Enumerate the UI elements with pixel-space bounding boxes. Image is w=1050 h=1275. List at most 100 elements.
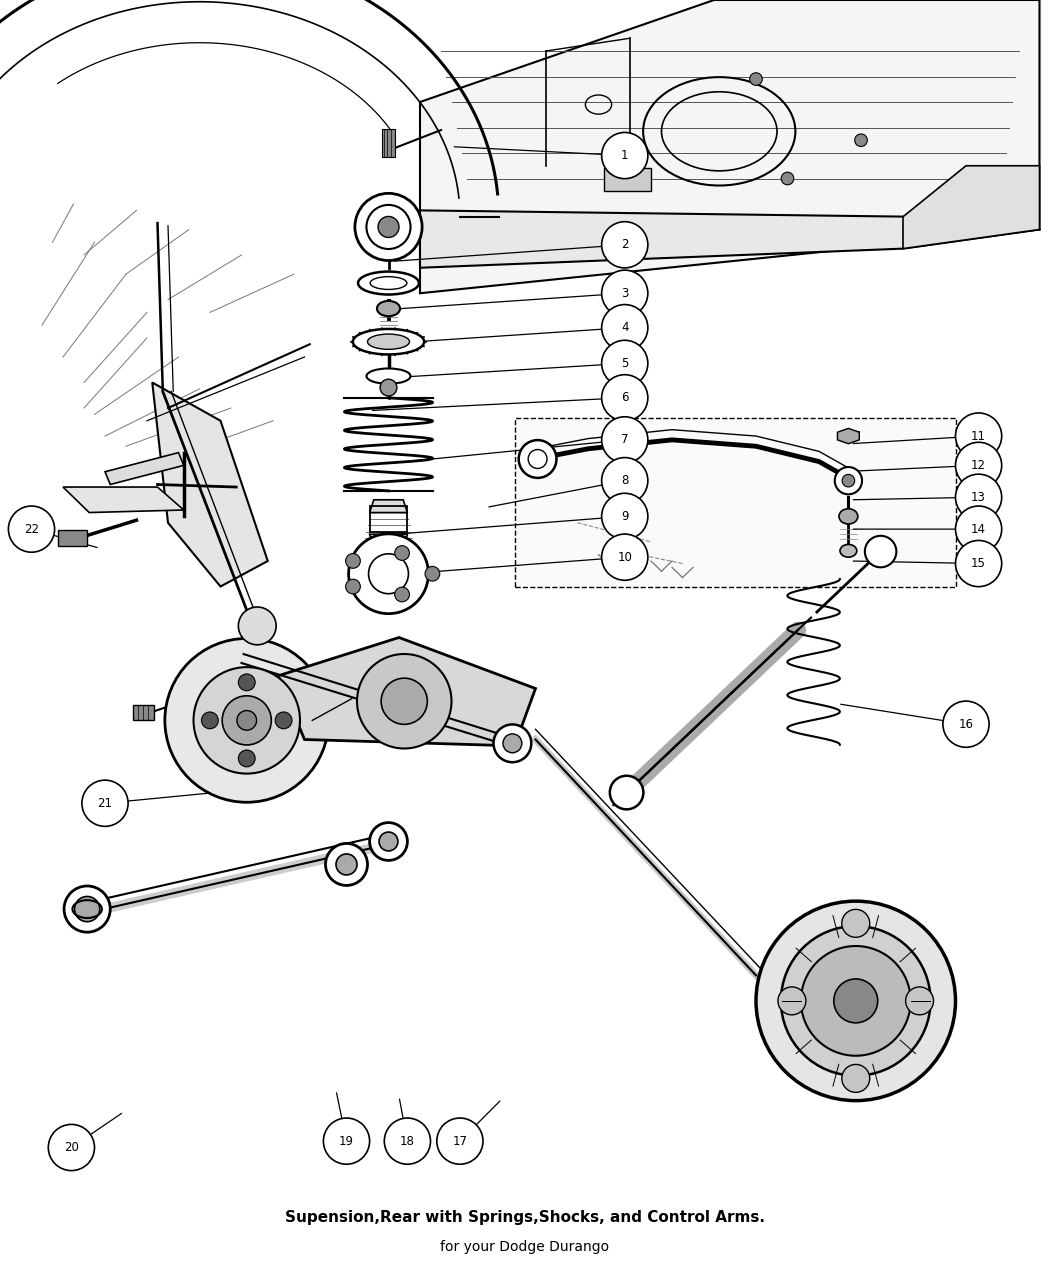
Circle shape bbox=[956, 413, 1002, 459]
Circle shape bbox=[494, 724, 531, 762]
Circle shape bbox=[602, 222, 648, 268]
Circle shape bbox=[956, 474, 1002, 520]
Bar bbox=[58, 530, 87, 546]
Circle shape bbox=[82, 780, 128, 826]
Circle shape bbox=[610, 775, 644, 810]
Circle shape bbox=[602, 305, 648, 351]
Text: 19: 19 bbox=[339, 1135, 354, 1148]
Bar bbox=[370, 506, 407, 532]
Text: 20: 20 bbox=[64, 1141, 79, 1154]
Circle shape bbox=[384, 1118, 430, 1164]
Text: 17: 17 bbox=[453, 1135, 467, 1148]
Text: 12: 12 bbox=[971, 459, 986, 472]
Circle shape bbox=[238, 607, 276, 645]
Ellipse shape bbox=[366, 368, 411, 384]
Circle shape bbox=[381, 678, 427, 724]
Circle shape bbox=[519, 440, 557, 478]
Circle shape bbox=[223, 696, 271, 745]
Ellipse shape bbox=[358, 272, 419, 295]
Ellipse shape bbox=[377, 301, 400, 316]
Circle shape bbox=[956, 541, 1002, 587]
Circle shape bbox=[357, 654, 452, 748]
Text: 10: 10 bbox=[617, 551, 632, 564]
Circle shape bbox=[602, 375, 648, 421]
Polygon shape bbox=[278, 638, 536, 746]
Circle shape bbox=[326, 844, 368, 885]
Circle shape bbox=[437, 1118, 483, 1164]
Bar bbox=[382, 129, 395, 157]
Circle shape bbox=[379, 833, 398, 850]
Text: 14: 14 bbox=[971, 523, 986, 536]
Circle shape bbox=[801, 946, 910, 1056]
Text: 21: 21 bbox=[98, 797, 112, 810]
Circle shape bbox=[865, 536, 897, 567]
Circle shape bbox=[842, 1065, 869, 1093]
Circle shape bbox=[842, 909, 869, 937]
Circle shape bbox=[48, 1125, 94, 1170]
Circle shape bbox=[378, 217, 399, 237]
Text: 9: 9 bbox=[621, 510, 629, 523]
Circle shape bbox=[202, 711, 218, 729]
Circle shape bbox=[602, 417, 648, 463]
Circle shape bbox=[602, 458, 648, 504]
Circle shape bbox=[956, 442, 1002, 488]
Circle shape bbox=[602, 270, 648, 316]
Circle shape bbox=[238, 674, 255, 691]
Ellipse shape bbox=[840, 544, 857, 557]
Circle shape bbox=[835, 467, 862, 495]
Circle shape bbox=[395, 546, 410, 561]
Polygon shape bbox=[105, 453, 184, 484]
Polygon shape bbox=[420, 168, 1040, 268]
Polygon shape bbox=[604, 168, 651, 191]
Circle shape bbox=[602, 133, 648, 178]
Circle shape bbox=[842, 474, 855, 487]
Polygon shape bbox=[903, 166, 1040, 249]
Circle shape bbox=[355, 194, 422, 260]
Circle shape bbox=[193, 667, 300, 774]
Ellipse shape bbox=[353, 329, 424, 354]
Circle shape bbox=[778, 987, 806, 1015]
Circle shape bbox=[602, 493, 648, 539]
Circle shape bbox=[781, 172, 794, 185]
Polygon shape bbox=[63, 487, 184, 513]
Ellipse shape bbox=[368, 334, 410, 349]
Text: 22: 22 bbox=[24, 523, 39, 536]
Text: 16: 16 bbox=[959, 718, 973, 731]
Text: 4: 4 bbox=[621, 321, 629, 334]
Circle shape bbox=[603, 147, 615, 159]
Circle shape bbox=[336, 854, 357, 875]
Circle shape bbox=[503, 734, 522, 752]
Text: 5: 5 bbox=[621, 357, 629, 370]
Circle shape bbox=[8, 506, 55, 552]
Circle shape bbox=[943, 701, 989, 747]
Circle shape bbox=[602, 534, 648, 580]
Circle shape bbox=[75, 896, 100, 922]
Polygon shape bbox=[370, 500, 407, 513]
Circle shape bbox=[238, 750, 255, 766]
Circle shape bbox=[275, 711, 292, 729]
Circle shape bbox=[64, 886, 110, 932]
Text: 2: 2 bbox=[621, 238, 629, 251]
Circle shape bbox=[750, 73, 762, 85]
Text: 1: 1 bbox=[621, 149, 629, 162]
Ellipse shape bbox=[839, 509, 858, 524]
Text: 3: 3 bbox=[621, 287, 629, 300]
Circle shape bbox=[395, 586, 410, 602]
Text: Supension,Rear with Springs,Shocks, and Control Arms.: Supension,Rear with Springs,Shocks, and … bbox=[285, 1210, 765, 1225]
Circle shape bbox=[237, 710, 256, 731]
Circle shape bbox=[345, 579, 360, 594]
Polygon shape bbox=[420, 0, 1040, 293]
Circle shape bbox=[380, 379, 397, 397]
Text: 8: 8 bbox=[621, 474, 629, 487]
Text: 7: 7 bbox=[621, 434, 629, 446]
Circle shape bbox=[370, 822, 407, 861]
Text: for your Dodge Durango: for your Dodge Durango bbox=[440, 1241, 610, 1253]
Circle shape bbox=[602, 340, 648, 386]
Circle shape bbox=[781, 926, 930, 1076]
Bar bbox=[514, 418, 956, 586]
Text: 13: 13 bbox=[971, 491, 986, 504]
Circle shape bbox=[756, 901, 956, 1100]
Text: 18: 18 bbox=[400, 1135, 415, 1148]
Circle shape bbox=[323, 1118, 370, 1164]
Circle shape bbox=[425, 566, 440, 581]
